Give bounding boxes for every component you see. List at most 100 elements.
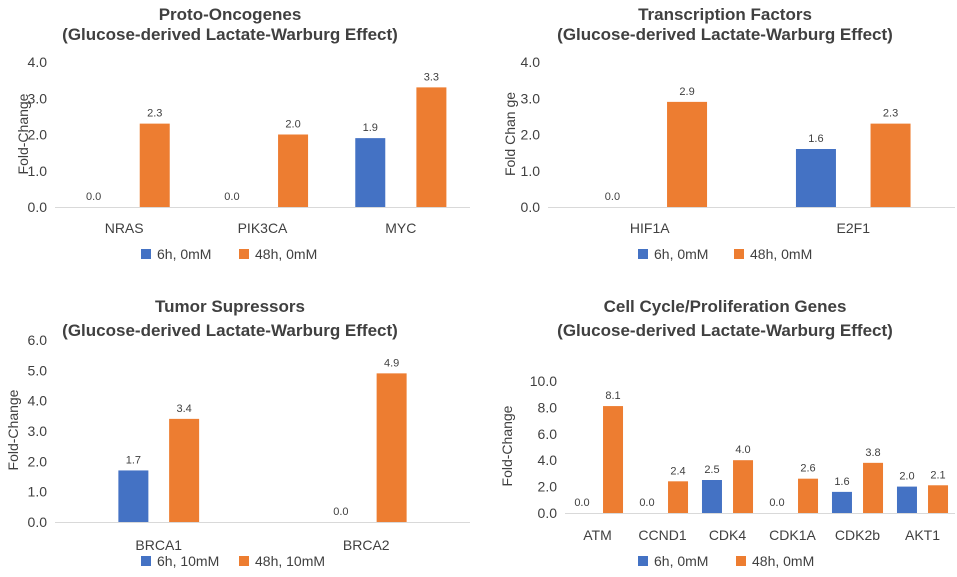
y-tick-label: 2.0 xyxy=(28,127,48,143)
category-label: PIK3CA xyxy=(238,220,288,236)
bar-series2 xyxy=(139,123,170,207)
category-label: BRCA2 xyxy=(343,537,390,553)
y-axis-label: Fold Chan ge xyxy=(502,92,518,176)
bar-series2 xyxy=(733,460,754,513)
legend-label: 48h, 0mM xyxy=(750,246,812,262)
bar-series2 xyxy=(668,481,689,513)
data-label: 2.0 xyxy=(285,119,300,131)
legend-swatch xyxy=(734,249,744,259)
data-label: 0.0 xyxy=(639,497,654,509)
chart-panel-2: Transcription Factors(Glucose-derived La… xyxy=(502,5,955,262)
bar-series2 xyxy=(376,373,407,522)
y-tick-label: 0.0 xyxy=(28,199,48,215)
data-label: 2.0 xyxy=(899,471,914,483)
data-label: 2.5 xyxy=(704,464,719,476)
data-label: 0.0 xyxy=(224,191,239,203)
chart-panel-4: Cell Cycle/Proliferation Genes (Glucose-d… xyxy=(499,297,955,569)
data-label: 2.1 xyxy=(930,469,945,481)
y-tick-label: 0.0 xyxy=(538,505,558,521)
y-tick-label: 2.0 xyxy=(28,453,48,469)
legend-label: 48h, 10mM xyxy=(255,553,325,569)
data-label: 1.9 xyxy=(363,122,378,134)
data-label: 1.7 xyxy=(126,454,141,466)
y-tick-label: 4.0 xyxy=(538,452,558,468)
category-label: CDK4 xyxy=(709,527,747,543)
category-label: HIF1A xyxy=(630,220,670,236)
y-tick-label: 0.0 xyxy=(521,199,541,215)
category-label: AKT1 xyxy=(905,527,940,543)
data-label: 2.3 xyxy=(147,108,162,120)
bar-series2 xyxy=(667,101,708,207)
data-label: 0.0 xyxy=(769,497,784,509)
data-label: 1.6 xyxy=(808,133,823,145)
category-label: ATM xyxy=(583,527,612,543)
legend-swatch xyxy=(638,556,648,566)
legend-label: 6h, 0mM xyxy=(157,246,211,262)
legend-label: 48h, 0mM xyxy=(752,553,814,569)
data-label: 4.0 xyxy=(735,444,750,456)
y-tick-label: 0.0 xyxy=(28,514,48,530)
data-label: 3.8 xyxy=(865,447,880,459)
bar-series1 xyxy=(795,149,836,207)
data-label: 0.0 xyxy=(333,506,348,518)
y-tick-label: 6.0 xyxy=(538,426,558,442)
y-tick-label: 4.0 xyxy=(28,393,48,409)
bar-series1 xyxy=(701,480,722,513)
bar-series2 xyxy=(278,134,309,207)
legend-swatch xyxy=(736,556,746,566)
chart-title-line: Proto-Oncogenes xyxy=(159,5,302,24)
legend-swatch xyxy=(239,249,249,259)
data-label: 3.3 xyxy=(424,71,439,83)
y-axis-label: Fold-Change xyxy=(15,93,31,174)
legend-swatch xyxy=(239,556,249,566)
y-axis-label: Fold-Change xyxy=(5,389,21,470)
bar-series2 xyxy=(603,406,624,513)
chart-panel-3: Tumor Supressors (Glucose-derived Lactate… xyxy=(5,297,470,569)
data-label: 2.9 xyxy=(679,86,694,98)
chart-title-line: (Glucose-derived Lactate-Warburg Effect) xyxy=(557,25,893,44)
bar-series2 xyxy=(416,87,447,207)
category-label: CDK2b xyxy=(835,527,880,543)
y-tick-label: 2.0 xyxy=(521,127,541,143)
chart-title-line: (Glucose-derived Lactate-Warburg Effect) xyxy=(62,25,398,44)
data-label: 0.0 xyxy=(574,497,589,509)
bar-series2 xyxy=(169,418,200,522)
data-label: 2.3 xyxy=(883,108,898,120)
bar-series1 xyxy=(896,486,917,513)
bar-series2 xyxy=(870,123,911,207)
data-label: 4.9 xyxy=(384,357,399,369)
y-tick-label: 8.0 xyxy=(538,399,558,415)
y-tick-label: 4.0 xyxy=(521,54,541,70)
chart-title-line: Transcription Factors xyxy=(638,5,812,24)
category-label: CCND1 xyxy=(638,527,686,543)
y-tick-label: 6.0 xyxy=(28,332,48,348)
data-label: 2.4 xyxy=(670,465,685,477)
y-tick-label: 3.0 xyxy=(28,90,48,106)
data-label: 0.0 xyxy=(605,191,620,203)
chart-title-line: Tumor Supressors xyxy=(155,297,305,316)
y-tick-label: 3.0 xyxy=(521,90,541,106)
chart-title-line: (Glucose-derived Lactate-Warburg Effect) xyxy=(557,321,893,340)
data-label: 1.6 xyxy=(834,476,849,488)
legend-swatch xyxy=(638,249,648,259)
bar-series1 xyxy=(831,491,852,513)
y-axis-label: Fold-Change xyxy=(499,405,515,486)
bar-series1 xyxy=(118,470,149,522)
category-label: MYC xyxy=(385,220,416,236)
category-label: BRCA1 xyxy=(135,537,182,553)
y-tick-label: 2.0 xyxy=(538,479,558,495)
category-label: E2F1 xyxy=(837,220,871,236)
legend-label: 48h, 0mM xyxy=(255,246,317,262)
y-tick-label: 1.0 xyxy=(521,163,541,179)
chart-panel-1: Proto-Oncogenes(Glucose-derived Lactate-… xyxy=(15,5,470,262)
bar-series2 xyxy=(863,462,884,513)
data-label: 8.1 xyxy=(605,390,620,402)
bar-series2 xyxy=(928,485,949,513)
y-tick-label: 5.0 xyxy=(28,362,48,378)
y-tick-label: 4.0 xyxy=(28,54,48,70)
y-tick-label: 3.0 xyxy=(28,423,48,439)
legend-label: 6h, 0mM xyxy=(654,246,708,262)
category-label: NRAS xyxy=(105,220,144,236)
legend-swatch xyxy=(141,249,151,259)
